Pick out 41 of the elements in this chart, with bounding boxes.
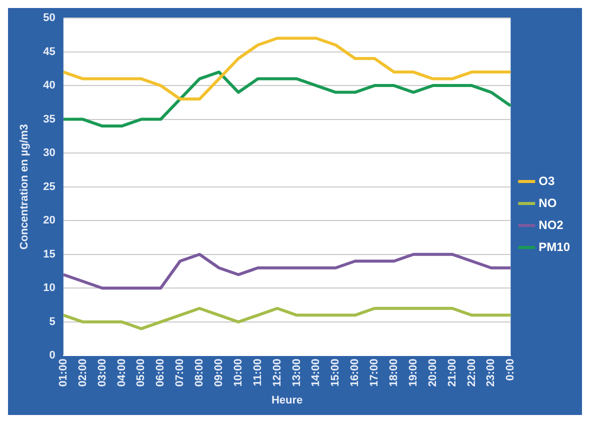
y-tick-label: 25: [43, 180, 56, 193]
y-tick-label: 0: [49, 350, 56, 362]
x-tick-label: 23:00: [485, 358, 498, 387]
y-tick-label: 50: [43, 12, 56, 24]
legend-label: NO: [538, 196, 557, 210]
x-tick-label: 13:00: [290, 358, 303, 387]
x-tick-label: 11:00: [252, 358, 264, 386]
x-tick-label: 07:00: [174, 358, 186, 387]
y-tick-label: 20: [43, 214, 56, 227]
x-tick-label: 09:00: [213, 358, 226, 387]
x-tick-label: 15:00: [330, 358, 342, 387]
x-tick-label: 01:00: [57, 358, 70, 387]
y-tick-label: 15: [43, 248, 56, 260]
legend-label: NO2: [538, 218, 564, 232]
y-tick-label: 5: [49, 316, 56, 328]
y-tick-label: 35: [43, 113, 56, 126]
x-tick-label: 18:00: [388, 358, 400, 387]
x-tick-label: 06:00: [154, 358, 167, 387]
x-tick-label: 22:00: [466, 358, 478, 387]
x-tick-label: 12:00: [271, 358, 284, 387]
legend-label: PM10: [538, 240, 570, 254]
x-tick-label: 05:00: [135, 358, 148, 387]
legend-label: O3: [538, 174, 555, 188]
x-tick-label: 08:00: [194, 358, 206, 387]
x-tick-label: 04:00: [116, 358, 128, 387]
x-tick-label: 19:00: [407, 358, 420, 387]
x-tick-label: 16:00: [349, 358, 362, 387]
y-axis-title: Concentration en µg/m3: [18, 124, 31, 250]
x-tick-label: 17:00: [368, 358, 381, 387]
x-tick-label: 14:00: [310, 358, 322, 387]
x-tick-label: 03:00: [96, 358, 108, 387]
x-tick-label: 21:00: [446, 358, 458, 387]
x-tick-label: 02:00: [76, 358, 89, 387]
x-tick-label: 10:00: [232, 358, 244, 387]
y-tick-label: 40: [43, 80, 56, 92]
y-tick-label: 45: [43, 46, 56, 58]
x-tick-label: 20:00: [426, 358, 439, 387]
y-tick-label: 30: [43, 147, 56, 160]
x-axis-title: Heure: [271, 394, 303, 406]
y-tick-label: 10: [43, 282, 56, 294]
x-tick-label: 0:00: [504, 358, 517, 381]
